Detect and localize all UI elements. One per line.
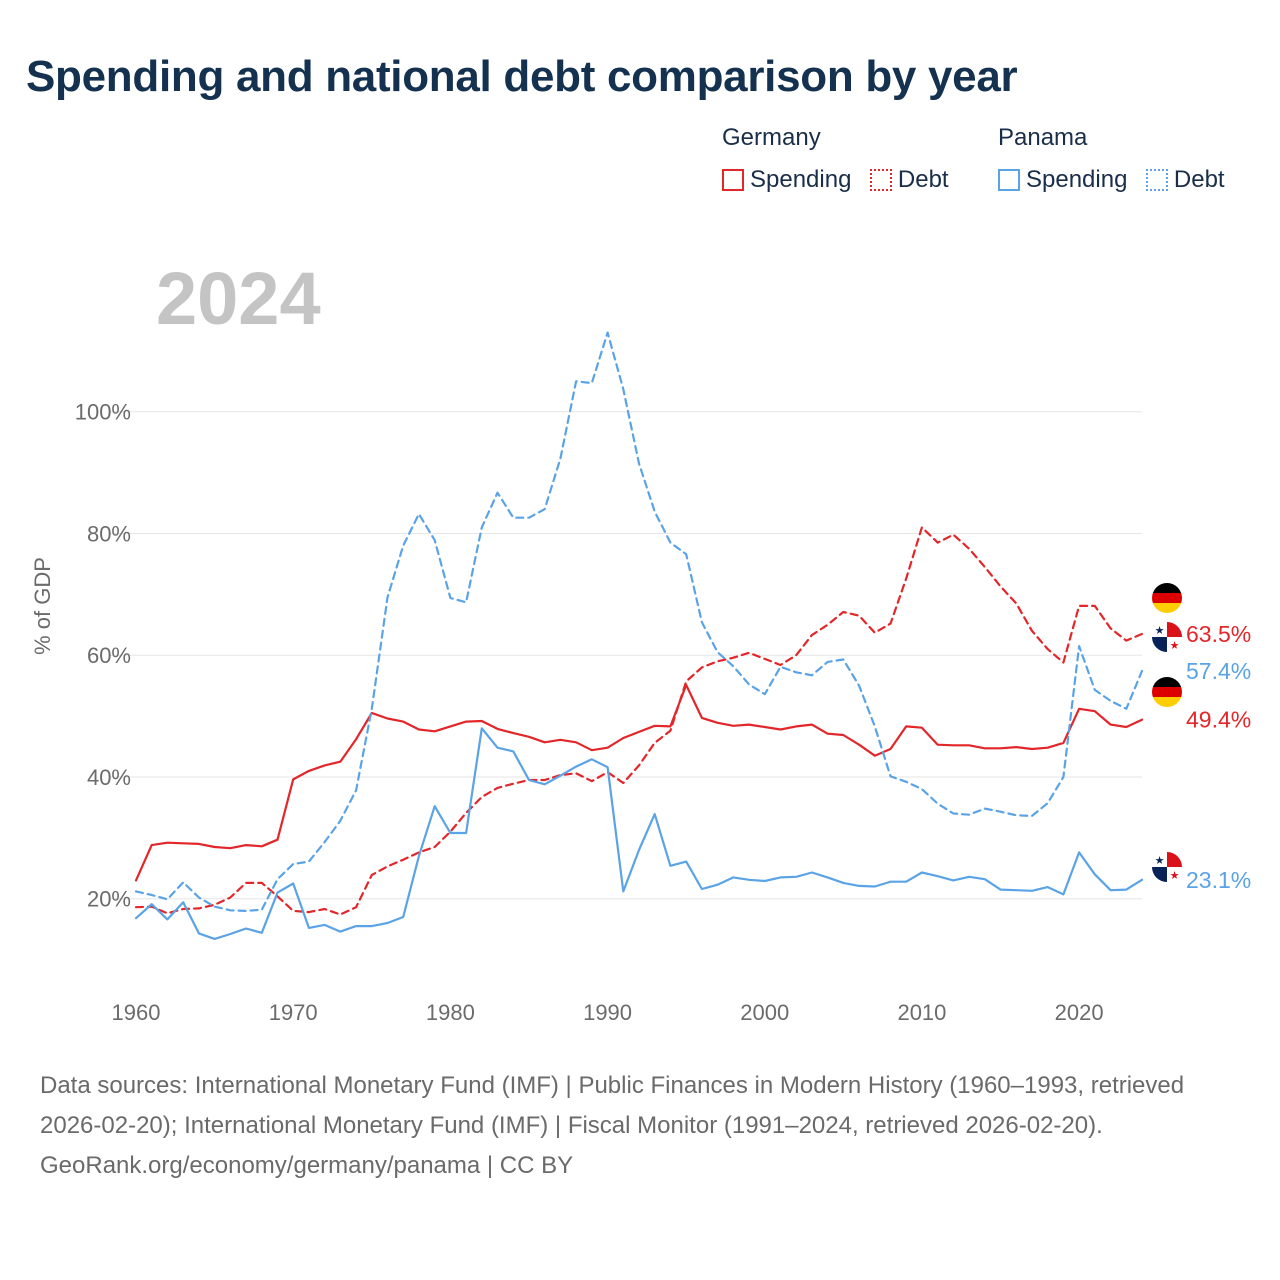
svg-text:★: ★ <box>1170 639 1180 652</box>
line-chart: 20% 40% 60% 80% 100% 1960 1970 1980 1990 2000 2010… <box>30 257 1251 1025</box>
y-tick-label: 100% <box>75 400 131 425</box>
svg-text:★: ★ <box>1170 869 1180 882</box>
dotted-line-swatch-icon <box>869 169 892 191</box>
dotted-line-swatch-icon <box>1145 169 1168 191</box>
y-axis-title: % of GDP <box>30 557 55 655</box>
legend-panama: Panama Spending Debt <box>998 124 1225 196</box>
x-tick-label: 1970 <box>269 1000 318 1025</box>
solid-line-swatch-icon <box>722 169 744 191</box>
legend-panama-spending[interactable]: Spending <box>998 166 1127 194</box>
x-tick-label: 1980 <box>426 1000 475 1025</box>
panama-flag-icon: ★ ★ <box>1152 852 1182 882</box>
x-tick-label: 2020 <box>1055 1000 1104 1025</box>
germany-flag-icon <box>1152 677 1182 707</box>
y-tick-label: 40% <box>87 765 131 790</box>
panama-flag-icon: ★ ★ <box>1152 622 1182 652</box>
y-tick-label: 60% <box>87 643 131 668</box>
x-tick-label: 2010 <box>897 1000 946 1025</box>
y-tick-label: 20% <box>87 887 131 912</box>
svg-text:★: ★ <box>1155 624 1165 637</box>
legend-germany: Germany Spending Debt <box>722 124 963 196</box>
y-tick-label: 80% <box>87 521 131 546</box>
end-value-label-panama-spending: 23.1% <box>1186 867 1251 893</box>
chart-title: Spending and national debt comparison by… <box>26 52 1018 101</box>
legend-panama-label: Panama <box>998 124 1088 151</box>
legend-panama-debt[interactable]: Debt <box>1145 166 1225 194</box>
series-line-germany-debt[interactable] <box>134 526 1144 916</box>
year-watermark: 2024 <box>156 257 321 340</box>
legend-germany-label: Germany <box>722 124 821 151</box>
x-tick-label: 1960 <box>112 1000 161 1025</box>
solid-line-swatch-icon <box>998 169 1020 191</box>
source-credit: GeoRank.org/economy/germany/panama | CC … <box>40 1152 574 1179</box>
end-value-label-panama-debt: 57.4% <box>1186 658 1251 684</box>
x-tick-label: 2000 <box>740 1000 789 1025</box>
germany-flag-icon <box>1152 583 1182 613</box>
series-line-germany-spending[interactable] <box>134 683 1144 882</box>
legend-germany-spending[interactable]: Spending <box>722 166 851 194</box>
series-line-panama-spending[interactable] <box>134 727 1144 941</box>
x-tick-label: 1990 <box>583 1000 632 1025</box>
end-value-label-germany-debt: 63.5% <box>1186 621 1251 647</box>
source-note: Data sources: International Monetary Fun… <box>40 1066 1240 1186</box>
series-line-panama-debt[interactable] <box>134 331 1144 913</box>
source-text: Data sources: International Monetary Fun… <box>40 1072 1185 1139</box>
svg-text:★: ★ <box>1155 854 1165 867</box>
legend-germany-debt[interactable]: Debt <box>869 166 949 194</box>
end-value-label-germany-spending: 49.4% <box>1186 707 1251 733</box>
